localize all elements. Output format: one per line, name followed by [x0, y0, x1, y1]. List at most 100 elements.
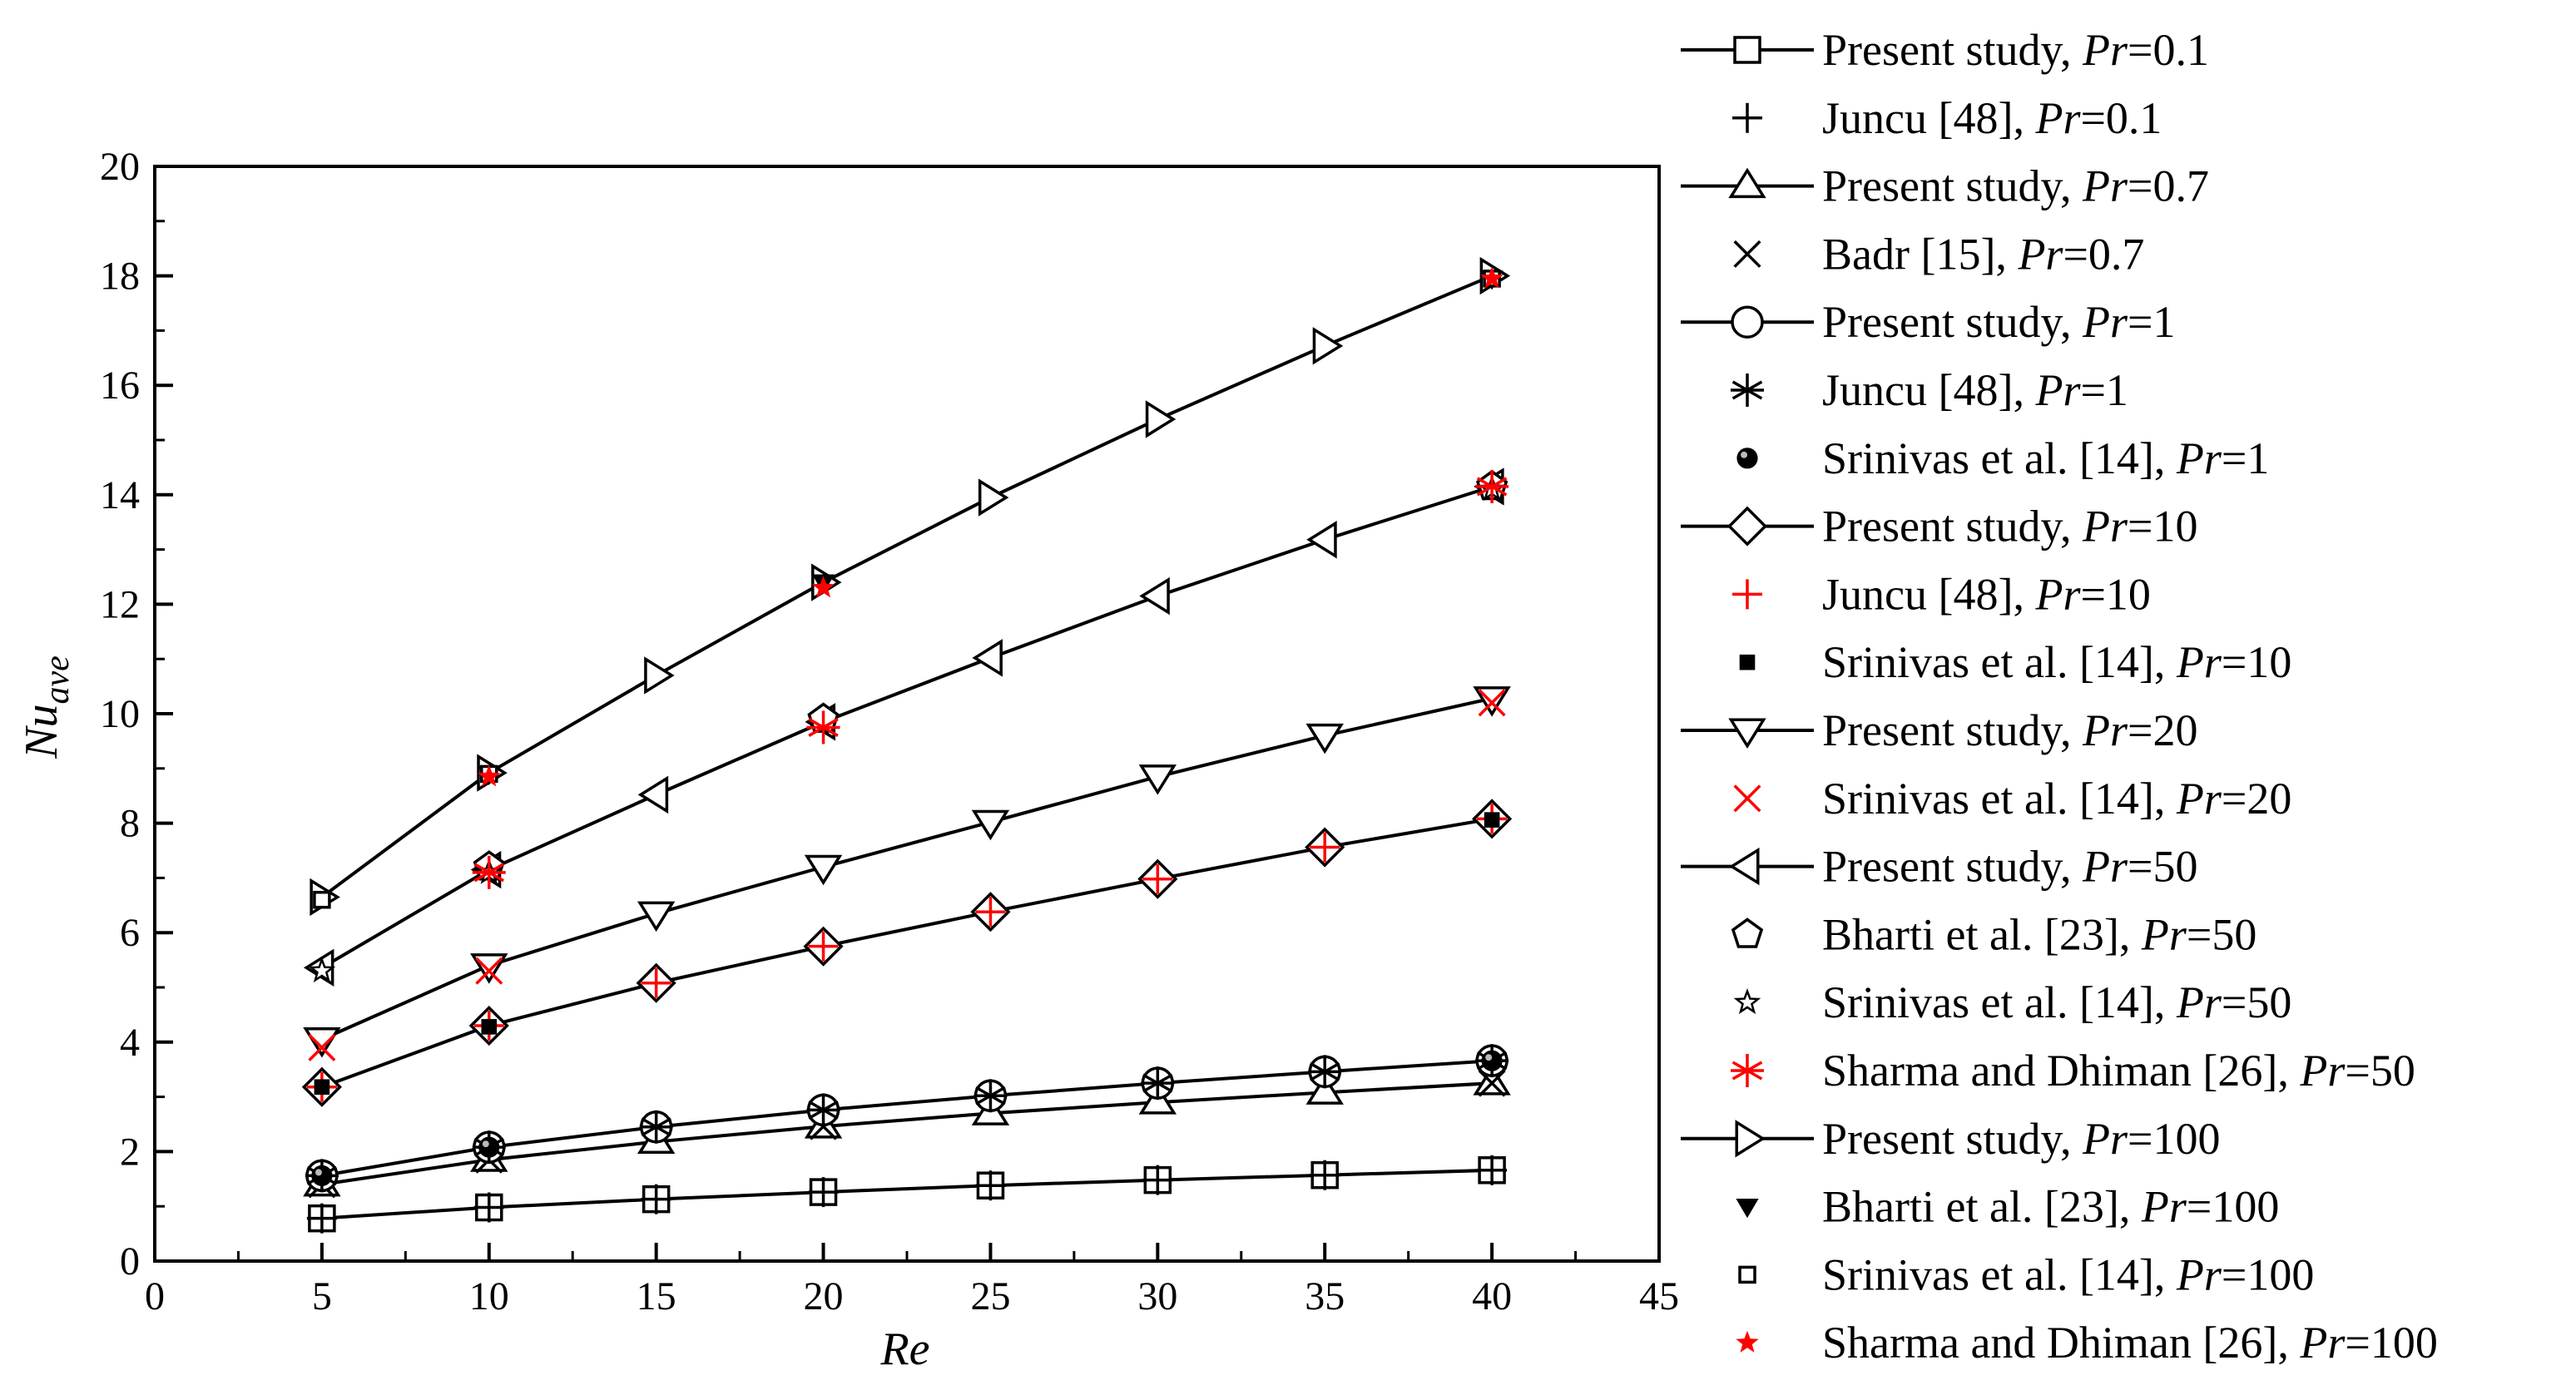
series-17 [478, 270, 1503, 785]
legend-label: Srinivas et al. [14], Pr=1 [1822, 433, 2269, 483]
legend-item: Sharma and Dhiman [26], Pr=100 [1736, 1318, 2438, 1368]
legend: Present study, Pr=0.1 Juncu [48], Pr=0.1 P… [1681, 25, 2438, 1368]
legend-label: Juncu [48], Pr=1 [1822, 365, 2128, 415]
data-point [808, 1177, 839, 1208]
data-point [1477, 1155, 1508, 1185]
series-9 [314, 812, 1500, 1096]
y-tick-label: 14 [100, 473, 140, 517]
legend-item: Sharma and Dhiman [26], Pr=50 [1731, 1046, 2415, 1096]
legend-marker [1731, 1054, 1764, 1087]
x-tick-label: 25 [970, 1274, 1010, 1318]
data-point [637, 775, 669, 814]
legend-marker [1738, 1265, 1756, 1284]
plot-frame [153, 165, 1661, 1263]
data-point [475, 957, 503, 985]
x-tick-label: 20 [804, 1274, 844, 1318]
data-point [972, 639, 1003, 677]
data-point [808, 931, 839, 962]
data-point [472, 855, 506, 889]
legend-label: Present study, Pr=100 [1822, 1114, 2220, 1164]
series-6 [311, 1050, 1503, 1186]
series-line [321, 1168, 1493, 1220]
x-tick-label: 15 [637, 1274, 676, 1318]
legend-marker [1731, 918, 1764, 948]
y-tick-label: 6 [120, 911, 140, 955]
data-point [1475, 469, 1509, 503]
data-point [1139, 576, 1170, 616]
data-point [1310, 1160, 1340, 1190]
series-layer [301, 256, 1513, 1234]
data-point [303, 1027, 341, 1058]
y-tick-label: 12 [100, 582, 140, 626]
data-point [1478, 689, 1506, 717]
legend-marker [1733, 784, 1761, 813]
legend-label: Present study, Pr=20 [1822, 705, 2197, 755]
data-point [313, 890, 331, 909]
series-line [321, 696, 1493, 1041]
series-19 [478, 266, 1503, 787]
data-point [641, 1184, 671, 1214]
legend-item: Srinivas et al. [14], Pr=50 [1733, 977, 2291, 1027]
data-point [811, 576, 835, 598]
legend-label: Juncu [48], Pr=10 [1822, 569, 2151, 619]
legend-marker [1733, 988, 1761, 1015]
legend-marker [1736, 1199, 1759, 1219]
data-point [473, 1192, 504, 1223]
y-tick-label: 20 [100, 145, 140, 189]
data-point [308, 957, 336, 983]
legend-item: Bharti et al. [23], Pr=100 [1736, 1182, 2279, 1232]
legend-marker [1735, 1120, 1766, 1158]
data-point [308, 1033, 336, 1061]
data-point [1142, 863, 1173, 894]
legend-label: Srinivas et al. [14], Pr=20 [1822, 774, 2291, 824]
legend-item: Present study, Pr=0.7 [1681, 161, 2209, 211]
data-point [1481, 1050, 1503, 1071]
series-line [320, 274, 1493, 899]
y-tick-label: 10 [100, 692, 140, 736]
x-tick-label: 30 [1137, 1274, 1177, 1318]
data-point [1312, 327, 1344, 365]
legend-label: Present study, Pr=50 [1822, 842, 2197, 892]
legend-label: Sharma and Dhiman [26], Pr=50 [1822, 1046, 2415, 1096]
data-point [639, 1110, 673, 1144]
series-line [321, 817, 1493, 1089]
x-tick-label: 5 [312, 1274, 332, 1318]
legend-label: Badr [15], Pr=0.7 [1822, 229, 2144, 279]
legend-marker [1731, 305, 1764, 339]
legend-label: Present study, Pr=0.1 [1822, 25, 2209, 75]
legend-marker [1726, 506, 1768, 547]
x-axis-title: Re [879, 1323, 929, 1375]
x-tick-label: 35 [1305, 1274, 1345, 1318]
legend-item: Juncu [48], Pr=10 [1732, 569, 2151, 619]
legend-label: Bharti et al. [23], Pr=100 [1822, 1182, 2279, 1232]
x-tick-label: 0 [145, 1274, 165, 1318]
legend-item: Bharti et al. [23], Pr=50 [1731, 909, 2256, 959]
data-point [975, 897, 1006, 927]
data-point [1141, 1066, 1175, 1101]
data-point [1138, 764, 1177, 795]
data-point [1473, 1065, 1511, 1096]
legend-label: Bharti et al. [23], Pr=50 [1822, 909, 2256, 959]
legend-marker [1733, 240, 1761, 268]
data-point [314, 1079, 330, 1096]
legend-marker [1736, 1330, 1759, 1353]
data-point [1138, 1084, 1177, 1115]
x-axis: 0 5 10 15 20 25 30 35 40 45 [145, 1243, 1679, 1318]
data-point [1310, 832, 1340, 863]
legend-item: Srinivas et al. [14], Pr=100 [1738, 1249, 2314, 1299]
data-point [973, 1079, 1008, 1113]
series-11 [308, 689, 1506, 1061]
data-point [1308, 1055, 1342, 1089]
data-point [806, 710, 840, 744]
legend-item: Juncu [48], Pr=0.1 [1732, 93, 2162, 143]
data-point [637, 901, 676, 932]
series-15 [472, 469, 1509, 889]
legend-item: Badr [15], Pr=0.7 [1733, 229, 2144, 279]
y-tick-label: 16 [100, 364, 140, 408]
data-point [1306, 521, 1337, 559]
y-axis: 0 2 4 6 8 10 12 14 16 18 20 [100, 145, 173, 1284]
legend-label: Srinivas et al. [14], Pr=100 [1822, 1249, 2314, 1299]
data-point [641, 967, 671, 998]
data-point [1145, 400, 1177, 438]
